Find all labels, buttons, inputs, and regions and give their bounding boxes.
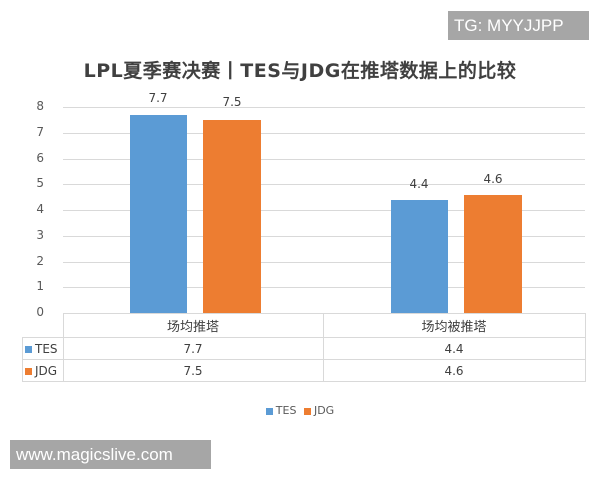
table-row: JDG 7.5 4.6 [22, 359, 586, 382]
y-tick: 2 [36, 254, 44, 268]
bar-jdg-pushed [464, 195, 522, 313]
table-header-cell: 场均被推塔 [322, 313, 586, 338]
watermark-bottom-left: www.magicslive.com [10, 440, 211, 469]
chart-title: LPL夏季赛决赛丨TES与JDG在推塔数据上的比较 [83, 60, 517, 82]
table-row: TES 7.7 4.4 [22, 337, 586, 360]
bar-tes-push [130, 115, 187, 313]
gridline [63, 107, 585, 108]
gridline [63, 210, 585, 211]
chart-legend: TES JDG [0, 404, 600, 417]
data-table: 场均推塔 场均被推塔 TES 7.7 4.4 JDG 7.5 4.6 [22, 313, 586, 382]
legend-item-jdg: JDG [303, 404, 335, 417]
legend-key-tes-icon [25, 345, 32, 353]
row-label: JDG [35, 363, 58, 378]
y-tick: 7 [36, 125, 44, 139]
y-tick: 3 [36, 228, 44, 242]
y-tick: 5 [36, 176, 44, 190]
gridline [63, 262, 585, 263]
bar-jdg-push [203, 120, 261, 313]
table-corner [22, 313, 64, 338]
legend-item-tes: TES [265, 404, 297, 417]
gridline [63, 133, 585, 134]
gridline [63, 184, 585, 185]
legend-label: JDG [313, 404, 335, 417]
data-label: 7.7 [148, 91, 168, 105]
bar-tes-pushed [391, 200, 448, 313]
legend-key-jdg-icon [25, 367, 32, 375]
gridline [63, 159, 585, 160]
legend-swatch-tes-icon [265, 407, 273, 415]
watermark-top-right: TG: MYYJJPP [448, 11, 589, 40]
data-label: 4.4 [409, 177, 429, 191]
y-tick: 0 [36, 305, 44, 319]
table-cell: 4.6 [322, 359, 586, 382]
gridline [63, 287, 585, 288]
data-label: 7.5 [222, 95, 242, 109]
table-cell: 7.7 [62, 337, 324, 360]
legend-swatch-jdg-icon [303, 407, 311, 415]
table-header-cell: 场均推塔 [62, 313, 324, 338]
y-tick: 4 [36, 202, 44, 216]
data-label: 4.6 [483, 172, 503, 186]
y-tick: 8 [36, 99, 44, 113]
gridline [63, 236, 585, 237]
y-tick: 6 [36, 151, 44, 165]
legend-label: TES [275, 404, 297, 417]
row-label: TES [35, 341, 58, 356]
series-label-tes: TES [22, 337, 64, 360]
table-cell: 7.5 [62, 359, 324, 382]
table-cell: 4.4 [322, 337, 586, 360]
series-label-jdg: JDG [22, 359, 64, 382]
y-tick: 1 [36, 279, 44, 293]
